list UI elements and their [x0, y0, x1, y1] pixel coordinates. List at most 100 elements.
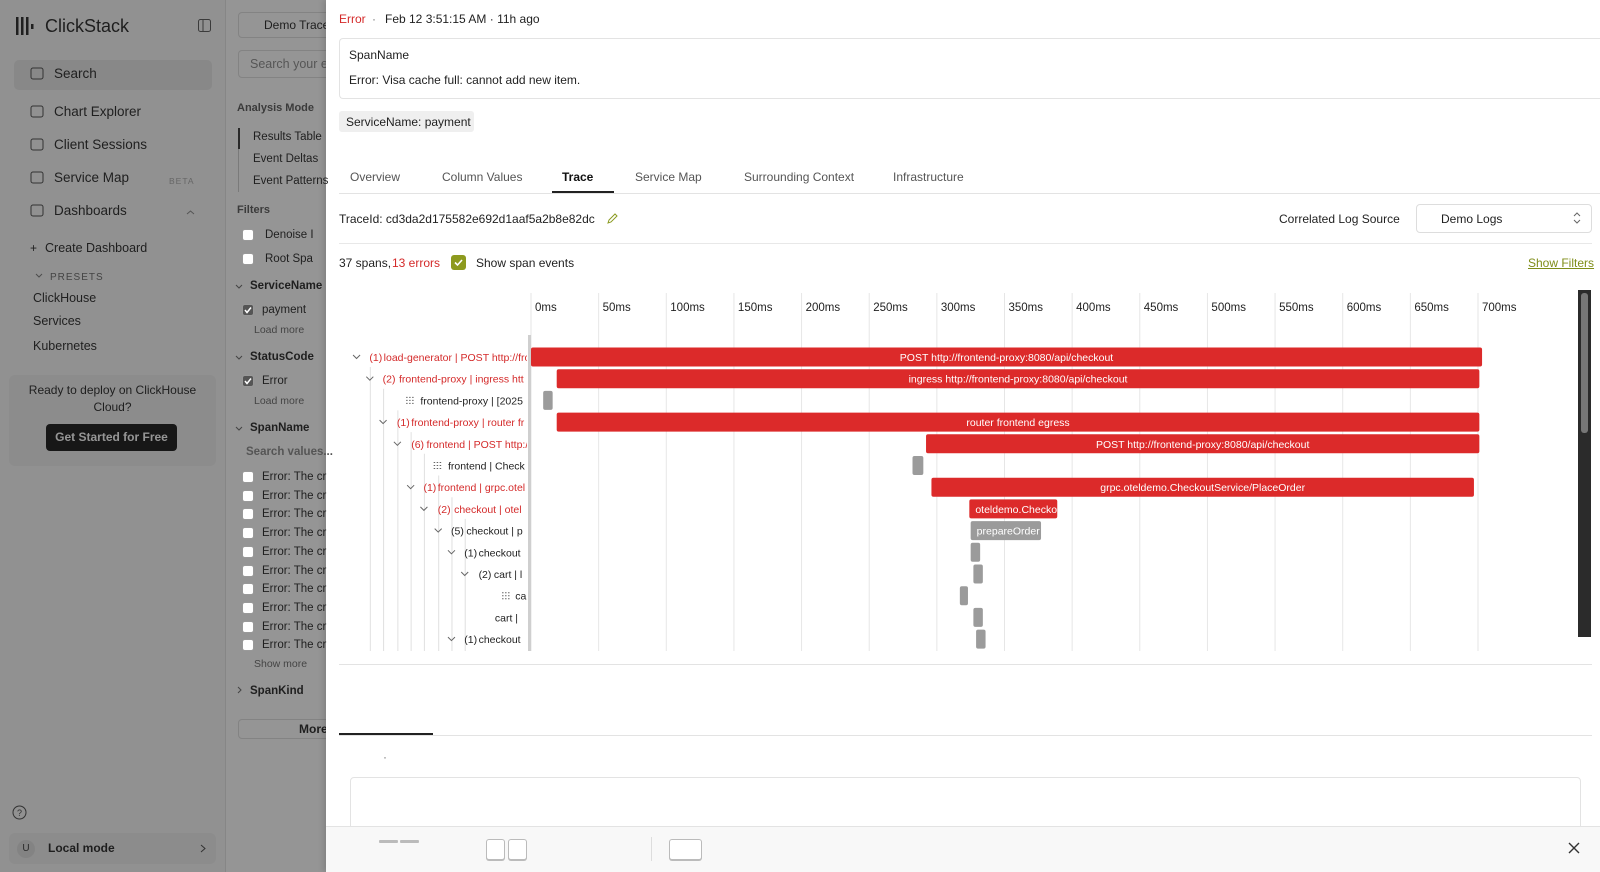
- load-more[interactable]: Show more: [254, 658, 308, 670]
- row-caret: [365, 376, 374, 381]
- filter-item[interactable]: Error: The cr: [262, 583, 327, 596]
- toggle[interactable]: Root Spa: [265, 253, 313, 265]
- analysis-item[interactable]: Results Table: [253, 131, 322, 143]
- load-more[interactable]: Load more: [254, 395, 305, 407]
- group-title[interactable]: SpanName: [250, 422, 310, 434]
- row-label: frontend-proxy | router fr: [411, 417, 525, 429]
- checkbox[interactable]: [451, 255, 466, 270]
- nav-item[interactable]: Chart Explorer: [54, 104, 142, 119]
- help-icon[interactable]: ?: [12, 805, 27, 820]
- checkbox[interactable]: [242, 620, 256, 635]
- filter-item[interactable]: Error: The cr: [262, 564, 327, 577]
- check: [244, 378, 252, 385]
- filter-item[interactable]: Error: The cr: [262, 545, 327, 558]
- load-more[interactable]: Load more: [254, 324, 305, 336]
- group-title[interactable]: ServiceName: [250, 280, 323, 292]
- filters-title: Filters: [237, 204, 271, 216]
- nav-item[interactable]: Service Map: [54, 170, 130, 185]
- tab[interactable]: Overview: [350, 170, 401, 184]
- logo: [16, 17, 34, 35]
- row-caret: [447, 549, 456, 555]
- analysis-item[interactable]: Event Deltas: [253, 153, 319, 165]
- nav-item[interactable]: Search: [54, 66, 97, 81]
- analysis-rail: [238, 128, 239, 192]
- checkbox[interactable]: [242, 508, 256, 522]
- checkbox-box: [242, 545, 254, 558]
- key: [400, 840, 419, 842]
- checkbox[interactable]: [242, 601, 256, 616]
- caret: [237, 686, 242, 694]
- row-caret: [352, 354, 361, 360]
- group-search[interactable]: Search values...: [246, 446, 333, 458]
- filter-item[interactable]: Error: The cr: [262, 489, 327, 502]
- nav-item[interactable]: Client Sessions: [54, 137, 148, 152]
- mode-box[interactable]: [9, 833, 216, 864]
- preset[interactable]: ClickHouse: [33, 291, 97, 305]
- filter-item[interactable]: Error: The cr: [262, 527, 327, 540]
- checkbox[interactable]: [242, 564, 256, 579]
- group-title[interactable]: StatusCode: [250, 351, 314, 363]
- caret-shape: [235, 355, 243, 360]
- analysis-item[interactable]: Event Patterns: [253, 175, 329, 187]
- create-dashboard[interactable]: Create Dashboard: [45, 241, 148, 255]
- nav-icon: [30, 171, 44, 184]
- filter-item[interactable]: Error: The cr: [262, 508, 327, 521]
- nav-item[interactable]: Dashboards: [54, 203, 127, 218]
- nav-active-bg: [14, 60, 212, 90]
- checkbox[interactable]: [242, 489, 256, 504]
- filter-item[interactable]: payment: [262, 304, 307, 316]
- checkbox-box: [242, 375, 254, 387]
- checkbox[interactable]: [242, 229, 256, 243]
- row-labels: (1) load-generator | POST http://fro(2) fr…: [352, 352, 527, 651]
- filter-item[interactable]: Error: The cr: [262, 639, 327, 652]
- checkbox[interactable]: [242, 639, 256, 653]
- toggle[interactable]: Denoise I: [265, 229, 314, 241]
- checkbox[interactable]: [242, 304, 256, 318]
- show-filters[interactable]: Show Filters: [1528, 256, 1595, 270]
- promo-line: Cloud?: [93, 400, 132, 414]
- checkbox[interactable]: [242, 471, 256, 485]
- filter-item[interactable]: Error: The cr: [262, 471, 327, 483]
- preset[interactable]: Services: [33, 314, 81, 328]
- cta-button[interactable]: Get Started for Free: [46, 424, 177, 451]
- filter-item[interactable]: Error: The cr: [262, 601, 327, 614]
- footer-separator: [651, 837, 652, 861]
- close-icon[interactable]: [1568, 842, 1580, 854]
- filter-item[interactable]: Error: The cr: [262, 620, 327, 633]
- collapse-icon[interactable]: [198, 19, 211, 32]
- checkbox-box: [242, 601, 254, 614]
- checkbox[interactable]: [242, 253, 256, 267]
- row-caret: [393, 441, 402, 447]
- row-count: (6): [411, 439, 424, 451]
- group-title[interactable]: SpanKind: [250, 685, 304, 697]
- filter-item[interactable]: Error: [262, 375, 288, 387]
- row-count: (1): [369, 352, 382, 364]
- row-caret: [460, 571, 469, 577]
- bar-label-clip: POST http://frontend-proxy:8080/api/chec…: [900, 352, 1114, 364]
- x-tick-label: 450ms: [1144, 302, 1179, 314]
- tab[interactable]: Column Values: [442, 170, 523, 184]
- tag[interactable]: ServiceName: payment: [346, 115, 471, 129]
- tab[interactable]: Infrastructure: [893, 170, 964, 184]
- error-count: 13 errors: [392, 256, 441, 270]
- checkbox[interactable]: [242, 545, 256, 560]
- show-events[interactable]: Show span events: [476, 256, 575, 270]
- span-name: Error: Visa cache full: cannot add new i…: [349, 73, 581, 87]
- edit-icon[interactable]: [607, 213, 618, 224]
- source: Demo Trace: [264, 18, 330, 32]
- checkbox[interactable]: [242, 583, 256, 597]
- chevron-shape: [186, 210, 195, 215]
- dim-overlay[interactable]: [0, 0, 326, 872]
- tab-underline: [339, 733, 433, 735]
- log-source-select[interactable]: [1416, 204, 1592, 233]
- preset[interactable]: Kubernetes: [33, 339, 97, 353]
- bar-label: grpc.oteldemo.CheckoutService/PlaceOrder: [1100, 482, 1305, 494]
- chevron: [186, 210, 195, 215]
- tab[interactable]: Surrounding Context: [744, 170, 855, 184]
- tab[interactable]: Service Map: [635, 170, 702, 184]
- row-label: checkout: [479, 634, 521, 646]
- checkbox[interactable]: [242, 527, 256, 541]
- span-bar: [970, 542, 981, 562]
- checkbox[interactable]: [242, 375, 256, 389]
- tab[interactable]: Trace: [562, 170, 594, 184]
